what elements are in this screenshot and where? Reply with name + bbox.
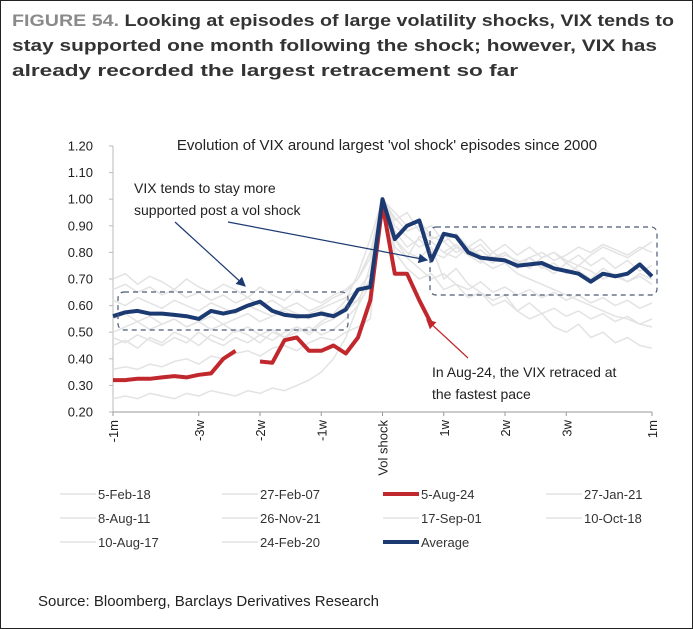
- legend-label: 17-Sep-01: [421, 511, 482, 526]
- y-tick-label: 1.10: [68, 165, 93, 180]
- annotation: supported post a vol shock: [134, 202, 302, 218]
- figure-title: already recorded the largest retracement…: [12, 61, 519, 80]
- legend-label: 27-Jan-21: [584, 487, 643, 502]
- y-tick-label: 0.20: [68, 405, 93, 420]
- annotation: the fastest pace: [432, 386, 531, 402]
- legend-label: Average: [421, 535, 469, 550]
- y-tick-label: 0.30: [68, 378, 93, 393]
- legend-label: 8-Aug-11: [98, 511, 151, 526]
- highlight-box: [117, 291, 349, 331]
- figure-title: stay supported one month following the s…: [12, 36, 657, 55]
- legend-label: 5-Feb-18: [98, 487, 151, 502]
- x-tick-label: 3w: [559, 419, 574, 436]
- y-tick-label: 0.40: [68, 351, 93, 366]
- series-line: [112, 197, 654, 321]
- legend-label: 10-Aug-17: [98, 535, 159, 550]
- figure-title-line: FIGURE 54. Looking at episodes of large …: [12, 11, 674, 30]
- x-tick-label: 1m: [645, 420, 660, 438]
- y-tick-label: 1.00: [68, 192, 93, 207]
- legend: 5-Feb-18 27-Feb-07 5-Aug-24 27-Jan-21 8-Aug-…: [60, 487, 643, 550]
- x-tick-label: Vol shock: [376, 420, 391, 476]
- x-tick-label: -1w: [314, 419, 329, 441]
- x-tick-label: 1w: [437, 419, 452, 436]
- annotation: In Aug-24, the VIX retraced at: [432, 364, 617, 380]
- legend-label: 10-Oct-18: [584, 511, 642, 526]
- y-tick-label: 0.60: [68, 298, 93, 313]
- x-tick-label: 2w: [498, 419, 513, 436]
- series-line: [113, 202, 434, 383]
- x-tick-label: -3w: [192, 419, 207, 441]
- legend-label: 24-Feb-20: [260, 535, 320, 550]
- arrow: [174, 221, 246, 287]
- highlight-box: [429, 226, 658, 296]
- source: Source: Bloomberg, Barclays Derivatives …: [38, 593, 379, 610]
- y-tick-label: 1.20: [68, 139, 93, 154]
- arrow: [227, 221, 429, 264]
- legend-label: 5-Aug-24: [421, 487, 474, 502]
- annotation: VIX tends to stay more: [134, 180, 276, 196]
- y-tick-label: 0.50: [68, 325, 93, 340]
- legend-label: 27-Feb-07: [260, 487, 320, 502]
- figure-title: Looking at episodes of large volatility …: [125, 11, 674, 30]
- legend-label: 26-Nov-21: [260, 511, 321, 526]
- y-tick-label: 0.90: [68, 218, 93, 233]
- x-tick-label: -1m: [106, 420, 121, 442]
- chart-title: Evolution of VIX around largest 'vol sho…: [177, 137, 597, 154]
- arrow: [426, 319, 469, 359]
- plot-area: 0.20 0.30 0.40 0.50 0.60 0.70 0.80 0.90 1.00 1.10…: [68, 139, 660, 476]
- y-tick-label: 0.80: [68, 245, 93, 260]
- figure-label: FIGURE 54.: [12, 11, 119, 30]
- x-tick-label: -2w: [253, 419, 268, 441]
- y-tick-label: 0.70: [68, 272, 93, 287]
